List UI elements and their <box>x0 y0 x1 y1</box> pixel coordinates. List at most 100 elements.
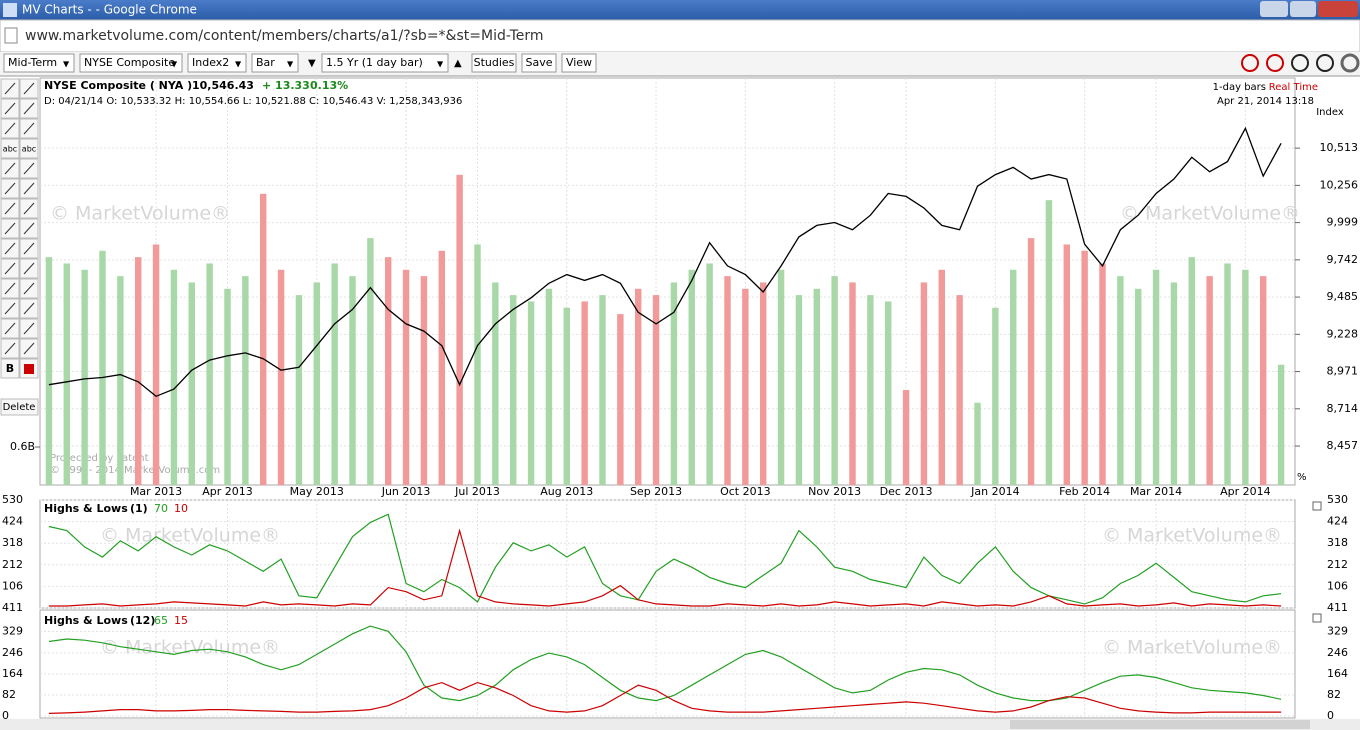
volume-bar <box>367 238 374 485</box>
button[interactable] <box>561 53 597 73</box>
tool-icon <box>23 182 35 195</box>
drawing-tools: abc abc B Delete <box>0 78 39 416</box>
select[interactable] <box>3 53 75 73</box>
panel-frame <box>39 609 1296 719</box>
y-tick-label: 82 <box>2 688 16 701</box>
tool-icon <box>4 202 16 215</box>
x-tick-label: Dec 2013 <box>880 485 933 498</box>
volume-bar <box>938 269 945 485</box>
tool-icon <box>4 162 16 175</box>
volume-bar <box>188 282 195 485</box>
tool-icon <box>23 222 35 235</box>
y-tick-label: 212 <box>2 558 23 571</box>
zoom-in[interactable] <box>1291 54 1309 72</box>
panel-period: (12) <box>130 614 155 627</box>
tool-icon <box>4 342 16 355</box>
select-label: NYSE Composite <box>84 56 175 69</box>
settings[interactable] <box>1340 53 1360 73</box>
tool-icon <box>4 222 16 235</box>
alert[interactable] <box>1266 54 1284 72</box>
select-label: 1.5 Yr (1 day bar) <box>326 56 423 69</box>
volume-bar <box>492 282 499 485</box>
select-label: Index2 <box>192 56 229 69</box>
tool-button[interactable] <box>0 138 20 159</box>
volume-bar <box>349 276 356 485</box>
volume-bar <box>260 193 267 485</box>
select[interactable] <box>187 53 247 73</box>
scrollbar[interactable] <box>0 719 1360 730</box>
tool-icon <box>23 82 35 95</box>
volume-bar <box>1135 288 1142 485</box>
x-tick-label: Jan 2014 <box>970 485 1019 498</box>
y-tick-label: 8,714 <box>1327 402 1359 415</box>
tool-label: abc <box>22 145 36 154</box>
volume-bar <box>1152 269 1160 485</box>
close-button[interactable] <box>1318 1 1358 17</box>
delete-button[interactable] <box>0 398 39 416</box>
url[interactable]: www.marketvolume.com/content/members/cha… <box>25 28 544 44</box>
add-alert[interactable] <box>1241 54 1259 72</box>
volume-bar <box>813 288 820 485</box>
panel-frame <box>39 499 1296 609</box>
volume-bar <box>635 288 642 485</box>
maximize-button[interactable] <box>1290 1 1316 17</box>
volume-bar <box>724 276 731 485</box>
select[interactable] <box>321 53 449 73</box>
volume-bar <box>331 263 338 485</box>
y-tick-label: 212 <box>1327 558 1348 571</box>
volume-bar <box>563 307 570 485</box>
percent-label: % <box>1297 472 1307 483</box>
select[interactable] <box>79 53 183 73</box>
tool-icon <box>23 102 35 115</box>
volume-bar <box>510 295 517 485</box>
volume-bar <box>117 276 124 485</box>
volume-bar <box>1188 257 1195 485</box>
timestamp: Apr 21, 2014 13:18 <box>1217 96 1314 107</box>
panel-close[interactable] <box>1312 501 1322 511</box>
volume-bar <box>63 263 70 485</box>
y-tick-label: 411 <box>1327 601 1348 614</box>
volume-bar <box>652 295 660 485</box>
x-tick-label: Mar 2013 <box>130 485 182 498</box>
panel-reading: 15 <box>174 614 188 627</box>
panel-close[interactable] <box>1312 613 1322 623</box>
watermark: © MarketVolume® <box>1102 637 1282 659</box>
arrow: ▲ <box>454 58 462 69</box>
tool-button[interactable] <box>19 138 39 159</box>
y-tick-label: 0 <box>1327 709 1334 722</box>
watermark: © MarketVolume® <box>1120 203 1300 225</box>
x-tick-label: Mar 2014 <box>1130 485 1182 498</box>
volume-bar <box>224 288 231 485</box>
volume-bar <box>1206 276 1213 485</box>
y-tick-label: 530 <box>1327 493 1348 506</box>
tool-icon <box>4 302 16 315</box>
volume-bar <box>81 269 88 485</box>
zoom-out[interactable] <box>1316 54 1334 72</box>
button[interactable] <box>521 53 557 73</box>
volume-bar <box>99 250 106 485</box>
quote-text: 0.13% <box>310 79 348 92</box>
y-tick-label: 424 <box>2 515 23 528</box>
tool-icon <box>4 182 16 195</box>
select[interactable] <box>251 53 299 73</box>
volume-bar <box>402 269 410 485</box>
panel-title: Highs & Lows <box>44 502 128 515</box>
volume-bar <box>688 269 695 485</box>
price-line <box>48 126 1282 398</box>
select-arrow: ▼ <box>63 60 70 69</box>
volume-bar <box>956 295 963 485</box>
tool-icon <box>4 122 16 135</box>
minimize-button[interactable] <box>1260 1 1288 17</box>
volume-bar <box>1170 282 1178 485</box>
tool-icon <box>23 322 35 335</box>
button[interactable] <box>471 53 517 73</box>
scroll-thumb[interactable] <box>1010 720 1310 729</box>
quote-text: 10,546.43 <box>192 79 254 92</box>
tool-icon <box>23 262 35 275</box>
tool-button[interactable] <box>0 358 20 379</box>
y-tick-label: 10,513 <box>1320 141 1359 154</box>
volume-bar <box>760 282 767 485</box>
volume-bar <box>1045 200 1053 485</box>
tool-icon <box>23 282 35 295</box>
volume-bar <box>1117 276 1124 485</box>
